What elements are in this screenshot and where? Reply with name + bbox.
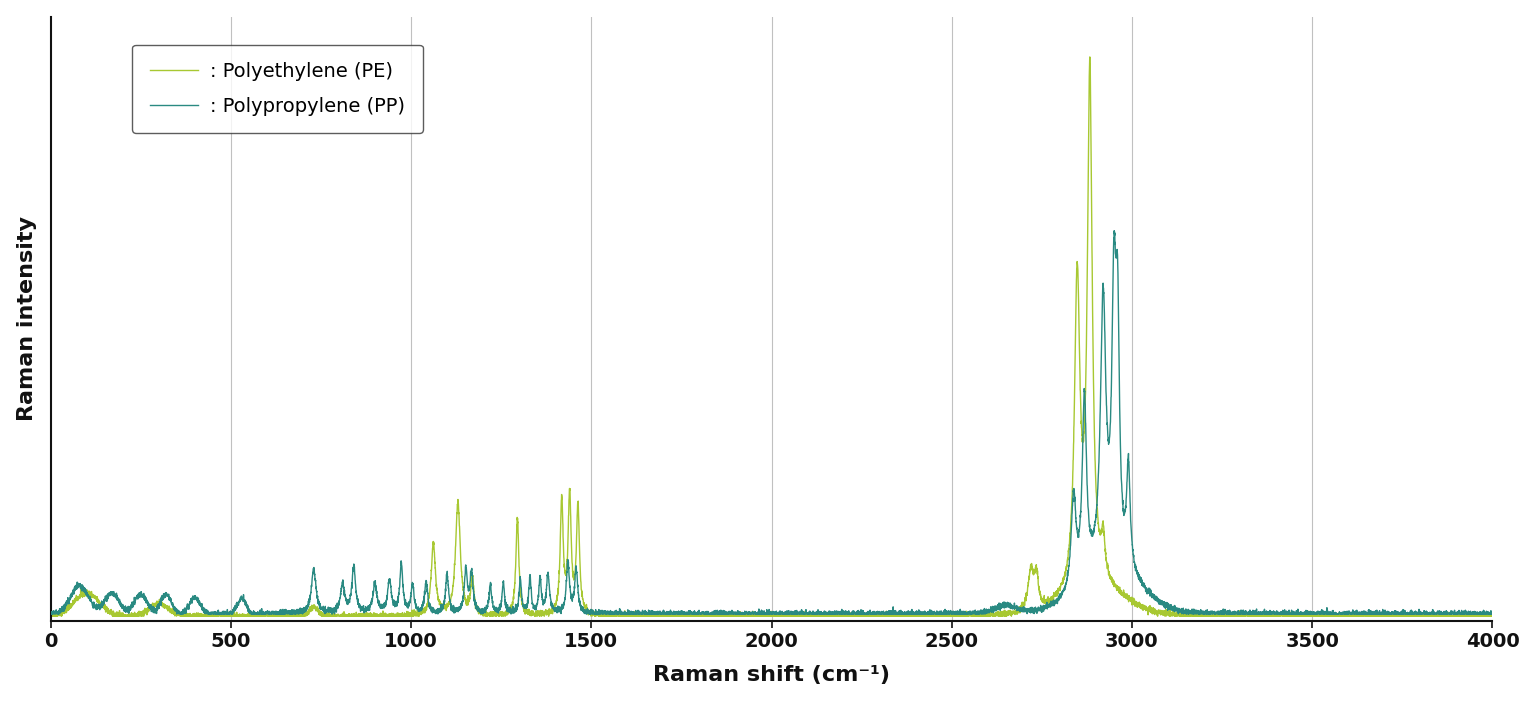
: Polyethylene (PE): (240, 0.0103): Polyethylene (PE): (240, 0.0103) [127,611,146,619]
: Polyethylene (PE): (2.88e+03, 1.01): Polyethylene (PE): (2.88e+03, 1.01) [1081,53,1100,61]
: Polyethylene (PE): (4e+03, 0.00986): Polyethylene (PE): (4e+03, 0.00986) [1484,611,1502,619]
Line: : Polyethylene (PE): : Polyethylene (PE) [51,57,1493,616]
: Polyethylene (PE): (1.96e+03, 0.00998): Polyethylene (PE): (1.96e+03, 0.00998) [746,611,765,619]
: Polypropylene (PP): (0, 0.012): Polypropylene (PP): (0, 0.012) [41,610,60,618]
: Polyethylene (PE): (784, 0.00906): Polyethylene (PE): (784, 0.00906) [324,611,343,620]
Line: : Polypropylene (PP): : Polypropylene (PP) [51,231,1493,614]
: Polyethylene (PE): (166, 0.0129): Polyethylene (PE): (166, 0.0129) [101,609,120,618]
: Polyethylene (PE): (18.4, 0.0095): Polyethylene (PE): (18.4, 0.0095) [48,611,66,620]
: Polypropylene (PP): (4e+03, 0.012): Polypropylene (PP): (4e+03, 0.012) [1484,610,1502,618]
Legend: : Polyethylene (PE), : Polypropylene (PP): : Polyethylene (PE), : Polypropylene (PP… [132,44,422,133]
: Polypropylene (PP): (239, 0.042): Polypropylene (PP): (239, 0.042) [127,593,146,602]
X-axis label: Raman shift (cm⁻¹): Raman shift (cm⁻¹) [653,665,889,685]
: Polyethylene (PE): (3.2, 0.008): Polyethylene (PE): (3.2, 0.008) [43,612,61,621]
Y-axis label: Raman intensity: Raman intensity [17,216,37,421]
: Polypropylene (PP): (1.96e+03, 0.0157): Polypropylene (PP): (1.96e+03, 0.0157) [746,608,765,616]
: Polypropylene (PP): (166, 0.048): Polypropylene (PP): (166, 0.048) [101,590,120,598]
: Polyethylene (PE): (3.79e+03, 0.0125): Polyethylene (PE): (3.79e+03, 0.0125) [1407,609,1425,618]
: Polyethylene (PE): (0, 0.0101): Polyethylene (PE): (0, 0.0101) [41,611,60,619]
: Polypropylene (PP): (784, 0.0185): Polypropylene (PP): (784, 0.0185) [324,606,343,614]
: Polypropylene (PP): (18, 0.0147): Polypropylene (PP): (18, 0.0147) [48,608,66,616]
: Polypropylene (PP): (3.79e+03, 0.012): Polypropylene (PP): (3.79e+03, 0.012) [1407,610,1425,618]
: Polypropylene (PP): (2.95e+03, 0.697): Polypropylene (PP): (2.95e+03, 0.697) [1104,227,1123,235]
